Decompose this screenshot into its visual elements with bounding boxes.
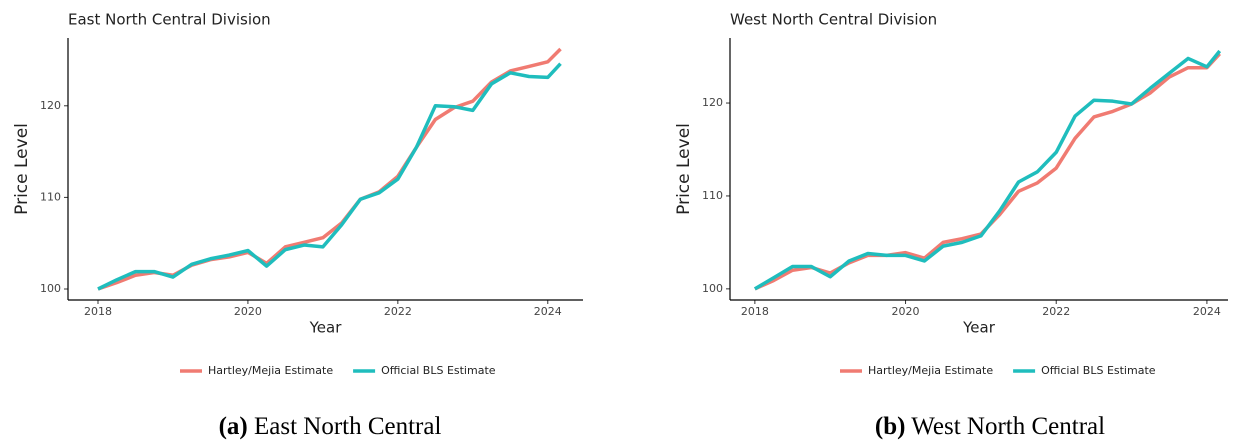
y-tick-label: 100 bbox=[702, 282, 723, 295]
series-line bbox=[753, 49, 1222, 291]
caption: (b) West North Central bbox=[875, 413, 1105, 440]
legend: Hartley/Mejia Estimate Official BLS Estim… bbox=[180, 364, 496, 377]
caption-tag: (b) bbox=[875, 413, 906, 440]
x-tick-label: 2024 bbox=[1193, 305, 1221, 318]
caption-text: West North Central bbox=[911, 413, 1105, 440]
legend-label: Official BLS Estimate bbox=[1041, 364, 1156, 377]
caption-text: East North Central bbox=[254, 413, 442, 440]
x-axis-label: Year bbox=[962, 319, 996, 337]
y-axis-label: Price Level bbox=[12, 123, 32, 215]
caption-tag: (a) bbox=[219, 413, 248, 440]
series-line bbox=[97, 62, 562, 291]
legend: Hartley/Mejia Estimate Official BLS Estim… bbox=[840, 364, 1156, 377]
x-tick-label: 2022 bbox=[1042, 305, 1070, 318]
y-axis-label: Price Level bbox=[674, 123, 694, 215]
x-tick-label: 2020 bbox=[892, 305, 920, 318]
x-tick-label: 2020 bbox=[234, 305, 262, 318]
y-tick-label: 110 bbox=[40, 190, 61, 203]
x-tick-label: 2022 bbox=[384, 305, 412, 318]
x-axis-label: Year bbox=[309, 319, 343, 337]
legend-label: Hartley/Mejia Estimate bbox=[868, 364, 993, 377]
legend-label: Hartley/Mejia Estimate bbox=[208, 364, 333, 377]
y-tick-label: 120 bbox=[702, 96, 723, 109]
x-tick-label: 2024 bbox=[534, 305, 562, 318]
y-tick-label: 100 bbox=[40, 282, 61, 295]
x-tick-label: 2018 bbox=[741, 305, 769, 318]
x-tick-label: 2018 bbox=[84, 305, 112, 318]
y-tick-label: 110 bbox=[702, 189, 723, 202]
caption: (a) East North Central bbox=[219, 413, 442, 440]
y-tick-label: 120 bbox=[40, 99, 61, 112]
chart-title: West North Central Division bbox=[730, 11, 937, 29]
legend-label: Official BLS Estimate bbox=[381, 364, 496, 377]
chart-title: East North Central Division bbox=[68, 11, 271, 29]
